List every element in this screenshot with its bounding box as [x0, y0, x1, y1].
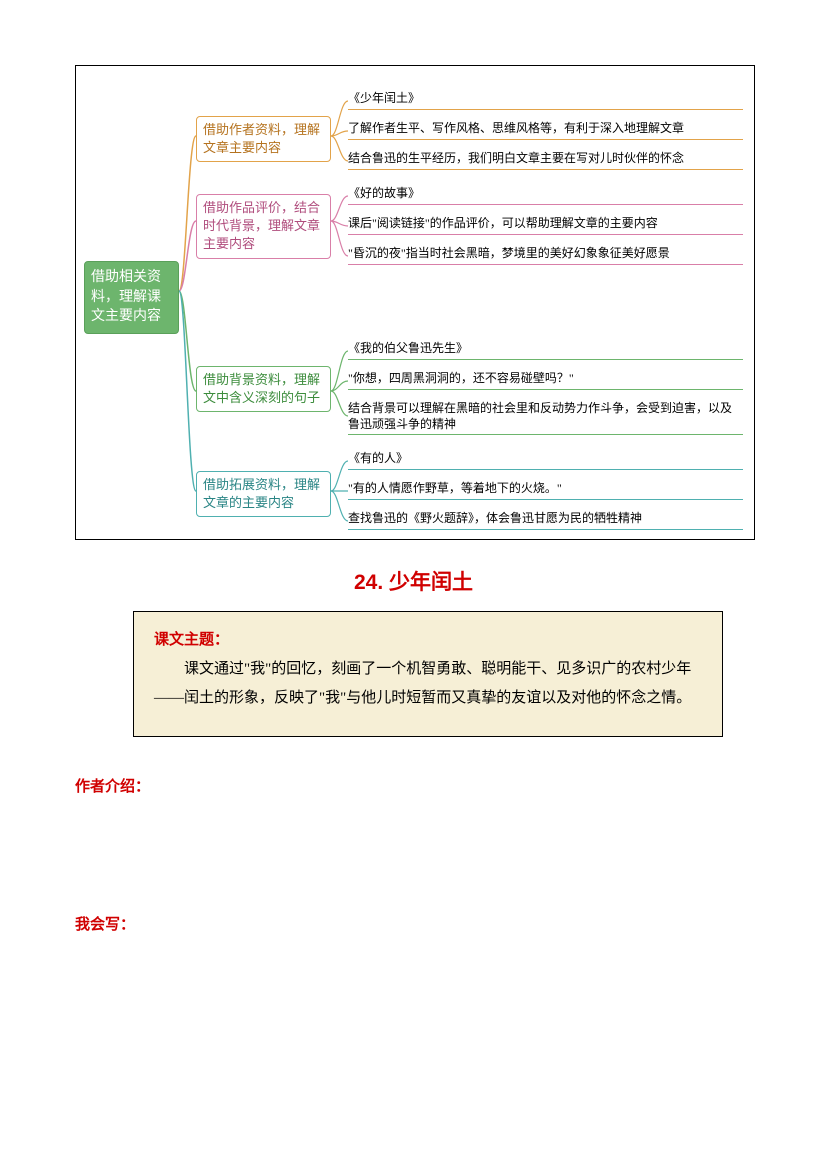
leaf: 《少年闰土》: [348, 91, 743, 110]
leaf: 课后"阅读链接"的作品评价，可以帮助理解文章的主要内容: [348, 216, 743, 235]
leaf: 了解作者生平、写作风格、思维风格等，有利于深入地理解文章: [348, 121, 743, 140]
leaf: 查找鲁迅的《野火题辞》，体会鲁迅甘愿为民的牺牲精神: [348, 511, 743, 530]
theme-body: 课文通过"我"的回忆，刻画了一个机智勇敢、聪明能干、见多识广的农村少年——闰土的…: [154, 655, 702, 714]
author-intro-label: 作者介绍：: [75, 775, 150, 796]
leaf: 结合鲁迅的生平经历，我们明白文章主要在写对儿时伙伴的怀念: [348, 151, 743, 170]
branch-4: 借助拓展资料，理解文章的主要内容: [196, 471, 331, 517]
can-write-label: 我会写：: [75, 913, 135, 934]
leaf: "有的人情愿作野草，等着地下的火烧。": [348, 481, 743, 500]
mindmap-container: 借助相关资料，理解课文主要内容 借助作者资料，理解文章主要内容 《少年闰土》 了…: [75, 65, 755, 540]
theme-head: 课文主题：: [154, 628, 702, 649]
branch-2: 借助作品评价，结合时代背景，理解文章主要内容: [196, 194, 331, 259]
leaf: "你想，四周黑洞洞的，还不容易碰壁吗？": [348, 371, 743, 390]
branch-3: 借助背景资料，理解文中含义深刻的句子: [196, 366, 331, 412]
leaf: 《有的人》: [348, 451, 743, 470]
leaf: 《我的伯父鲁迅先生》: [348, 341, 743, 360]
mindmap-root: 借助相关资料，理解课文主要内容: [84, 261, 179, 334]
leaf: "昏沉的夜"指当时社会黑暗，梦境里的美好幻象象征美好愿景: [348, 246, 743, 265]
section-title: 24. 少年闰土: [0, 566, 827, 596]
leaf: 结合背景可以理解在黑暗的社会里和反动势力作斗争，会受到迫害，以及鲁迅顽强斗争的精…: [348, 401, 743, 435]
leaf: 《好的故事》: [348, 186, 743, 205]
theme-box: 课文主题： 课文通过"我"的回忆，刻画了一个机智勇敢、聪明能干、见多识广的农村少…: [133, 611, 723, 737]
branch-1: 借助作者资料，理解文章主要内容: [196, 116, 331, 162]
